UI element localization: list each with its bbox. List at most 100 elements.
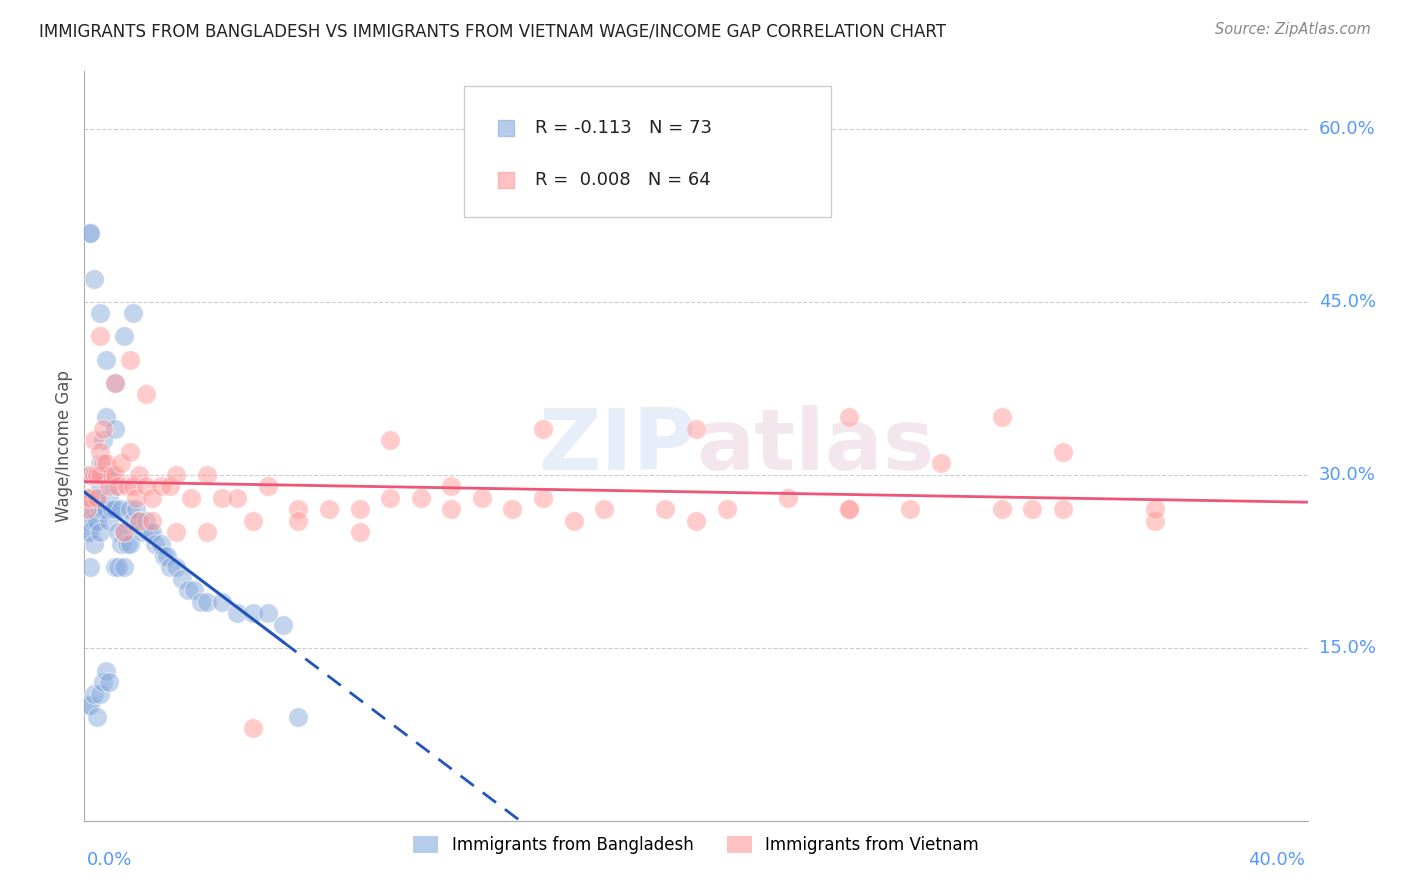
- Point: [838, 502, 860, 516]
- Point: [1052, 502, 1074, 516]
- Point: [101, 467, 124, 482]
- Point: [83, 491, 105, 505]
- Point: [380, 434, 402, 448]
- Point: [716, 502, 738, 516]
- Point: [91, 422, 114, 436]
- Point: [83, 434, 105, 448]
- Point: [531, 422, 554, 436]
- Point: [86, 514, 108, 528]
- Point: [226, 606, 249, 620]
- Point: [380, 491, 402, 505]
- Point: [125, 491, 148, 505]
- Point: [104, 467, 127, 482]
- Y-axis label: Wage/Income Gap: Wage/Income Gap: [55, 370, 73, 522]
- Point: [1052, 444, 1074, 458]
- Point: [76, 491, 98, 505]
- Point: [685, 422, 707, 436]
- Point: [149, 537, 172, 551]
- Point: [101, 502, 124, 516]
- Text: 60.0%: 60.0%: [1319, 120, 1375, 138]
- Point: [242, 606, 264, 620]
- Text: IMMIGRANTS FROM BANGLADESH VS IMMIGRANTS FROM VIETNAM WAGE/INCOME GAP CORRELATIO: IMMIGRANTS FROM BANGLADESH VS IMMIGRANTS…: [39, 22, 946, 40]
- Point: [76, 491, 98, 505]
- Text: Source: ZipAtlas.com: Source: ZipAtlas.com: [1215, 22, 1371, 37]
- Point: [195, 525, 218, 540]
- Point: [440, 502, 463, 516]
- Point: [195, 467, 218, 482]
- Point: [1143, 514, 1166, 528]
- Point: [91, 502, 114, 516]
- Point: [122, 514, 145, 528]
- Point: [104, 376, 127, 390]
- Point: [153, 549, 176, 563]
- Point: [211, 594, 233, 608]
- Point: [110, 537, 132, 551]
- Point: [149, 479, 172, 493]
- Point: [165, 560, 187, 574]
- Text: 30.0%: 30.0%: [1319, 466, 1375, 483]
- Point: [107, 560, 129, 574]
- Point: [156, 549, 179, 563]
- Point: [135, 479, 157, 493]
- Point: [76, 514, 98, 528]
- Point: [654, 502, 676, 516]
- Point: [165, 525, 187, 540]
- Point: [83, 514, 105, 528]
- Point: [89, 479, 111, 493]
- Point: [128, 467, 150, 482]
- Point: [91, 467, 114, 482]
- Point: [79, 226, 101, 240]
- Point: [91, 434, 114, 448]
- Point: [112, 525, 135, 540]
- Point: [79, 698, 101, 713]
- Point: [86, 467, 108, 482]
- Point: [131, 525, 153, 540]
- Point: [76, 698, 98, 713]
- Point: [1021, 502, 1043, 516]
- Point: [112, 329, 135, 343]
- Point: [531, 491, 554, 505]
- FancyBboxPatch shape: [464, 87, 831, 218]
- Point: [115, 479, 138, 493]
- Point: [838, 502, 860, 516]
- Point: [104, 479, 127, 493]
- Point: [135, 514, 157, 528]
- Point: [97, 479, 120, 493]
- Point: [135, 387, 157, 401]
- Point: [1143, 502, 1166, 516]
- Point: [318, 502, 340, 516]
- Point: [226, 491, 249, 505]
- Point: [86, 467, 108, 482]
- Point: [79, 226, 101, 240]
- Point: [120, 352, 142, 367]
- Point: [79, 467, 101, 482]
- Point: [122, 479, 145, 493]
- Point: [593, 502, 616, 516]
- Point: [440, 479, 463, 493]
- Text: R = -0.113   N = 73: R = -0.113 N = 73: [534, 119, 711, 136]
- Point: [89, 456, 111, 470]
- Point: [83, 272, 105, 286]
- Point: [104, 502, 127, 516]
- Point: [122, 306, 145, 320]
- Point: [159, 560, 181, 574]
- Point: [120, 444, 142, 458]
- Point: [125, 502, 148, 516]
- Text: atlas: atlas: [696, 404, 934, 488]
- Point: [271, 617, 294, 632]
- Point: [211, 491, 233, 505]
- Point: [991, 502, 1014, 516]
- Text: 15.0%: 15.0%: [1319, 639, 1375, 657]
- Text: 40.0%: 40.0%: [1249, 851, 1305, 869]
- Point: [79, 502, 101, 516]
- Point: [89, 467, 111, 482]
- Point: [287, 514, 309, 528]
- Point: [104, 376, 127, 390]
- Point: [685, 514, 707, 528]
- Point: [76, 525, 98, 540]
- Point: [83, 687, 105, 701]
- Point: [141, 514, 163, 528]
- Point: [94, 467, 117, 482]
- Legend: Immigrants from Bangladesh, Immigrants from Vietnam: Immigrants from Bangladesh, Immigrants f…: [406, 830, 986, 861]
- Point: [94, 410, 117, 425]
